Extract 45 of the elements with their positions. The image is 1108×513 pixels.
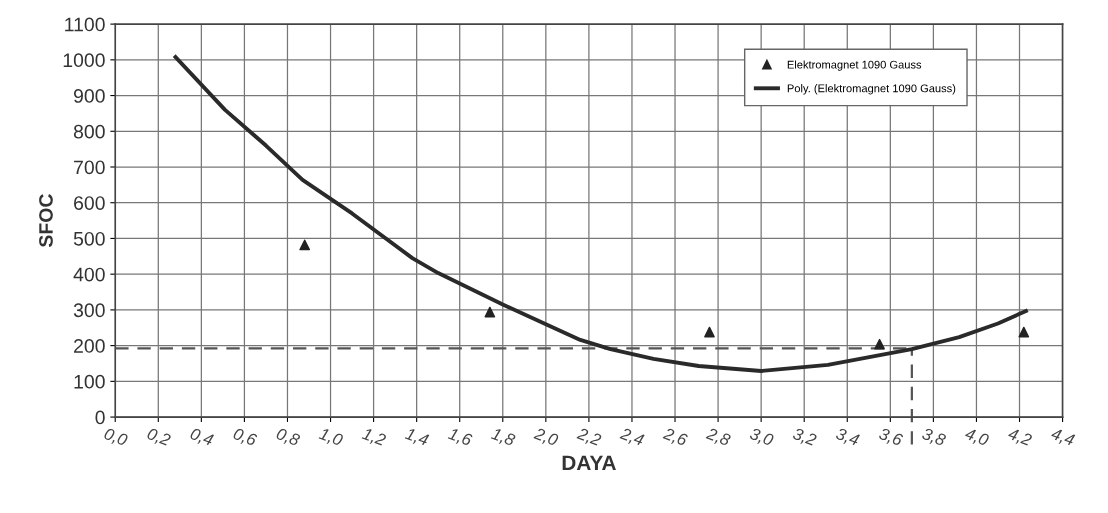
x-axis-title: DAYA	[562, 455, 616, 470]
x-tick-label: 0,2	[145, 427, 172, 448]
x-tick-label: 0,8	[275, 427, 301, 449]
legend-label: Poly. (Elektromagnet 1090 Gauss)	[787, 84, 956, 95]
x-tick-label: 2,0	[532, 427, 560, 449]
x-tick-label: 4,2	[1006, 427, 1033, 448]
x-tick-label: 0,6	[232, 427, 258, 449]
y-tick-label: 1000	[63, 53, 105, 68]
point	[484, 306, 496, 318]
x-tick-label: 3,0	[748, 427, 775, 449]
point	[299, 239, 311, 251]
point	[1018, 326, 1030, 338]
x-tick-label: 1,2	[360, 427, 387, 448]
x-tick-label: 4,0	[963, 427, 990, 449]
y-axis-title: SFOC	[39, 194, 53, 248]
y-tick-label: 700	[74, 160, 105, 175]
x-tick-label: 4,4	[1049, 427, 1076, 448]
y-tick-label: 600	[74, 196, 105, 210]
x-tick-label: 2,2	[575, 427, 603, 448]
x-tick-label: 3,8	[920, 427, 947, 449]
y-tick-label: 300	[73, 303, 105, 318]
x-tick-label: 3,2	[791, 427, 818, 448]
x-tick-label: 0,4	[188, 427, 215, 448]
x-tick-label: 0,0	[102, 427, 129, 449]
point	[874, 338, 885, 350]
point	[704, 326, 715, 338]
x-tick-label: 2,4	[618, 427, 645, 448]
x-tick-label: 1,4	[403, 427, 430, 448]
y-tick-label: 200	[74, 339, 105, 353]
y-tick-label: 500	[73, 231, 105, 246]
x-tick-label: 1,0	[317, 427, 344, 449]
x-tick-label: 1,6	[447, 427, 474, 449]
y-tick-label: 400	[73, 267, 105, 282]
x-tick-label: 2,8	[704, 427, 732, 449]
legend-label: Elektromagnet 1090 Gauss	[787, 60, 922, 71]
x-tick-label: 1,8	[490, 427, 517, 449]
y-tick-label: 100	[74, 374, 105, 389]
x-tick-label: 3,6	[877, 427, 904, 449]
line-series	[173, 55, 1028, 373]
y-tick-label: 900	[73, 89, 105, 103]
x-tick-label: 3,4	[834, 427, 861, 448]
y-tick-label: 800	[73, 124, 105, 139]
y-tick-label: 1100	[65, 17, 105, 32]
x-tick-label: 2,6	[661, 427, 689, 449]
y-tick-label: 0	[95, 410, 105, 425]
